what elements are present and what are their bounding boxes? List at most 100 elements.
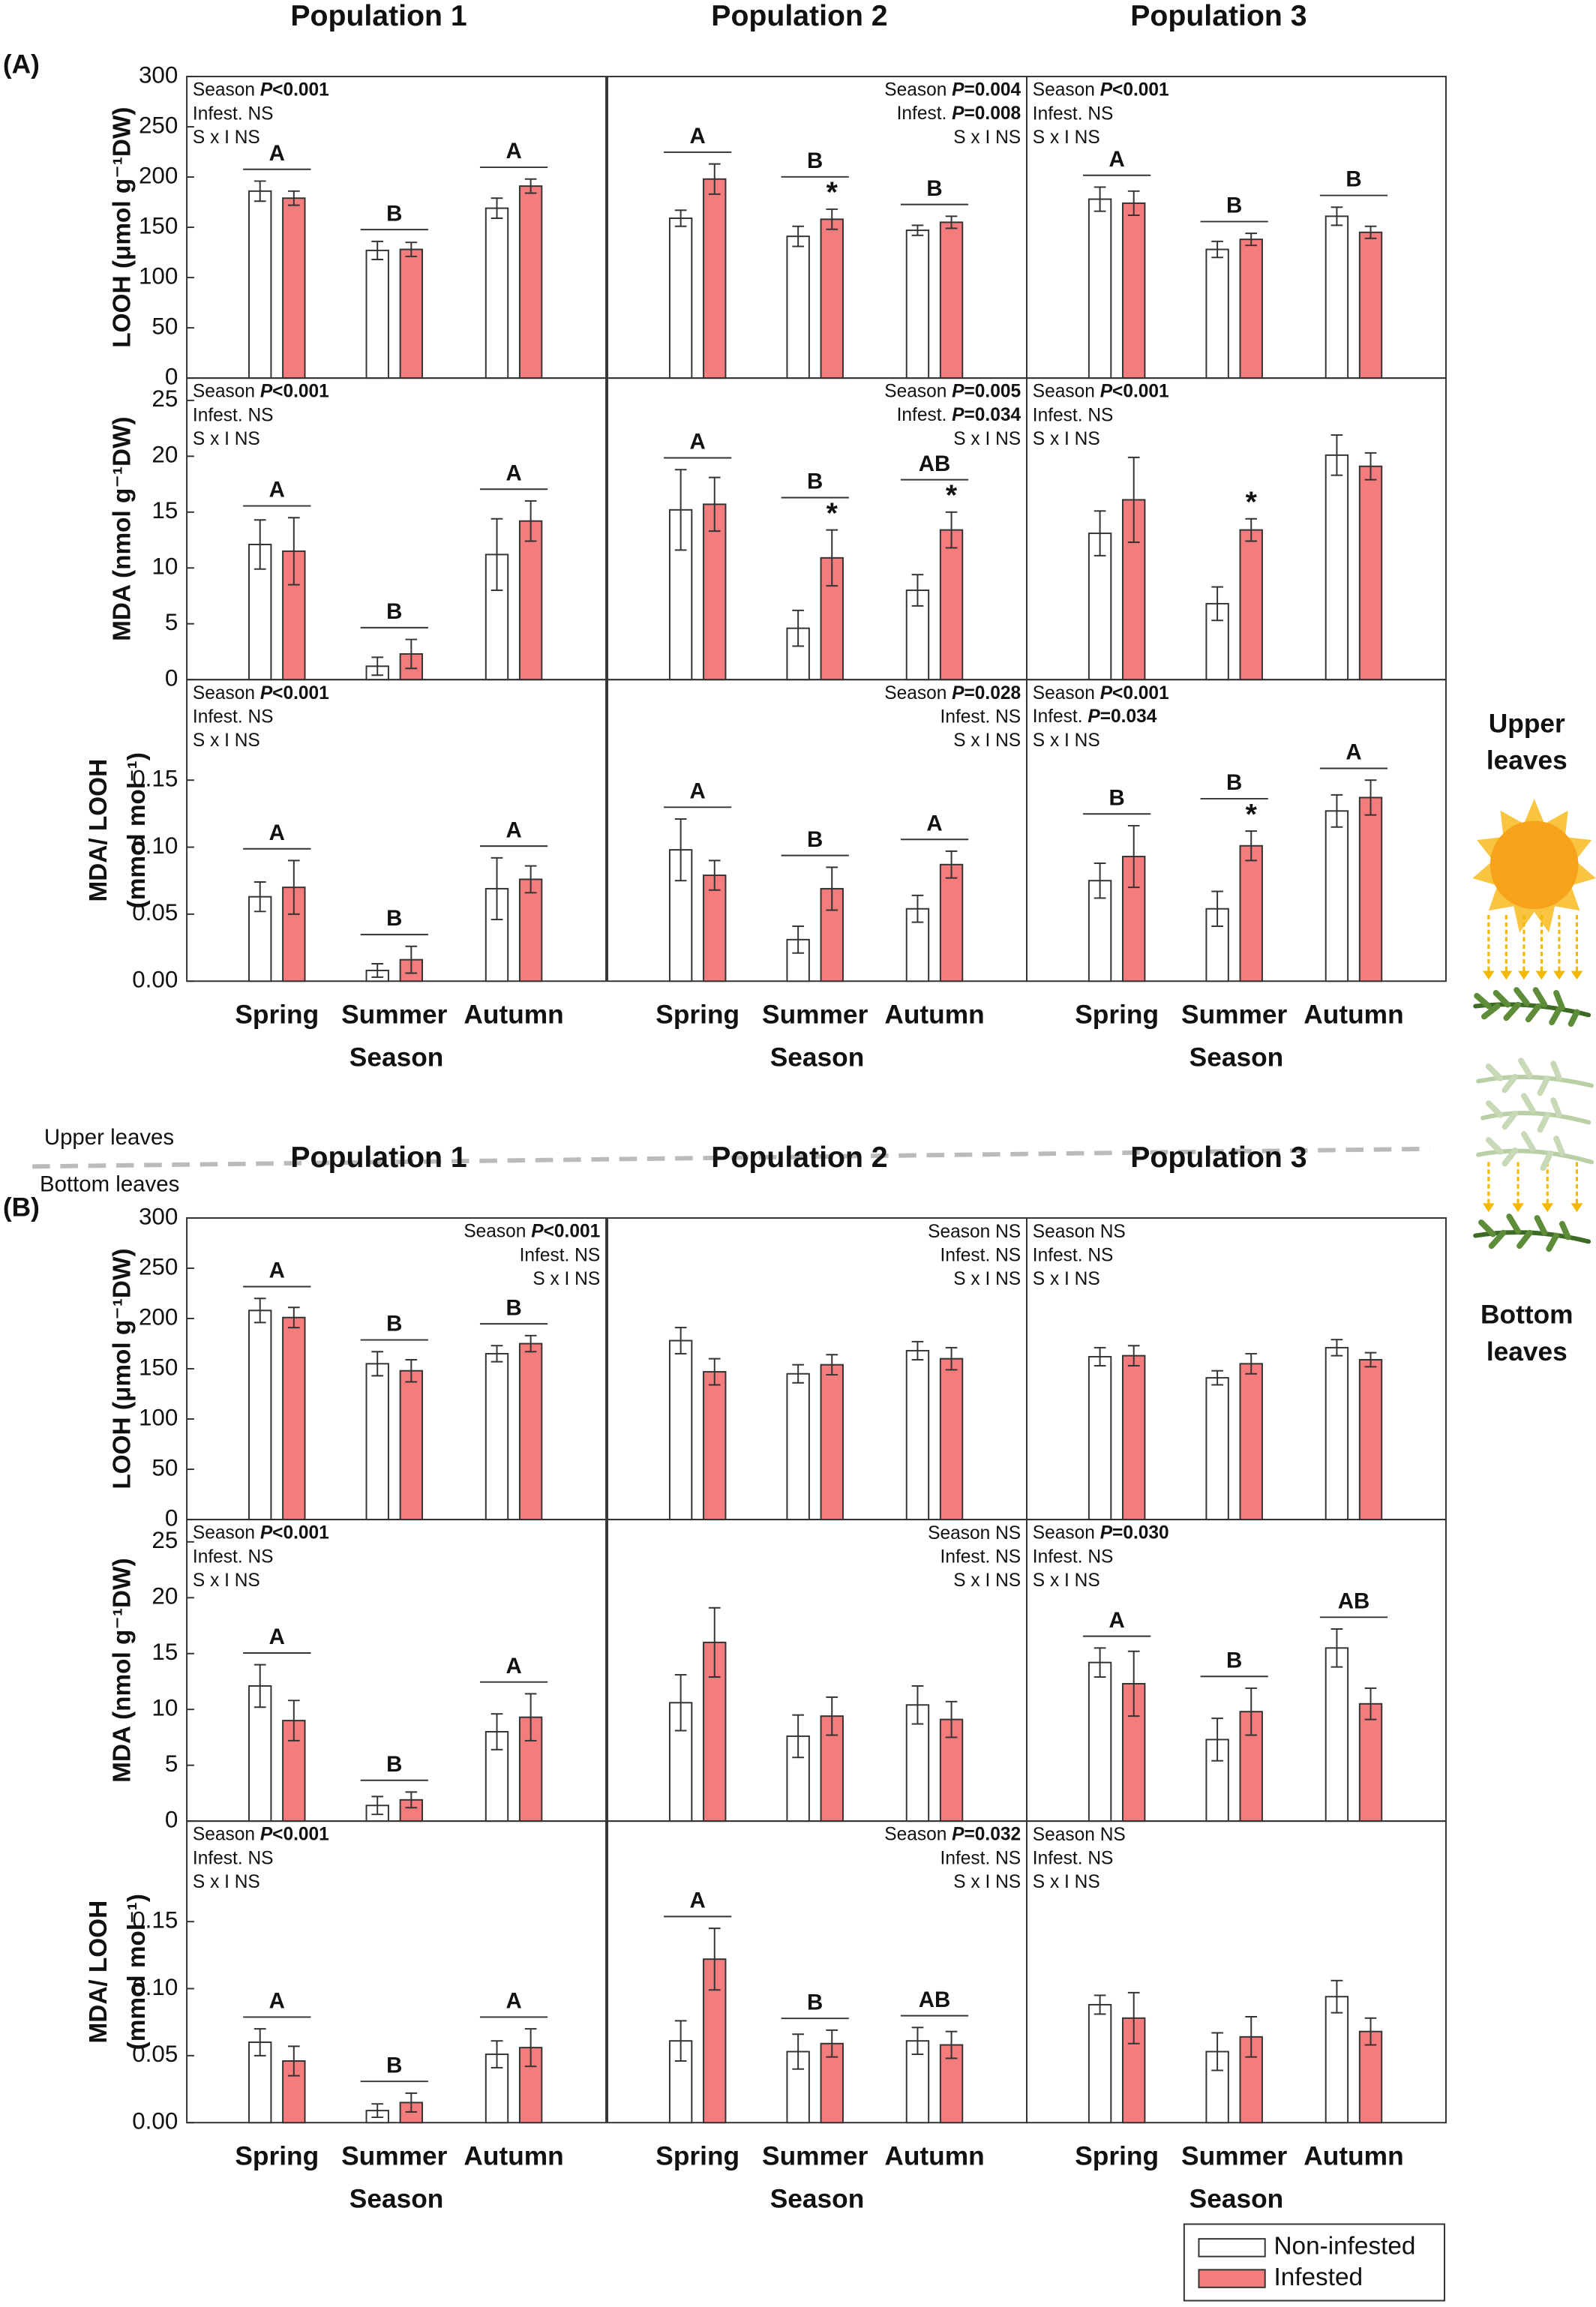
x-tick-label: Autumn — [884, 2142, 984, 2171]
error-bar — [674, 469, 687, 551]
divider-line — [32, 1146, 1430, 1169]
stats-text: Infest. NS — [193, 1849, 274, 1869]
divider-label: Upper leaves — [44, 1125, 174, 1150]
chart-title: Population 3 — [1130, 1141, 1306, 1174]
stats-text: Season P<0.001 — [193, 683, 329, 704]
error-bar — [1127, 1345, 1140, 1366]
group-letter: A — [269, 141, 285, 166]
stats-text: S x I NS — [193, 429, 260, 449]
error-bar — [911, 2026, 924, 2056]
group-letter: A — [506, 818, 521, 842]
error-bar — [490, 2040, 503, 2068]
y-tick-label: 200 — [139, 162, 178, 188]
error-bar — [945, 511, 958, 549]
error-bar — [708, 476, 721, 532]
error-bar — [1245, 830, 1258, 862]
side-label: Bottom — [1480, 1300, 1574, 1330]
divider-label: Bottom leaves — [40, 1172, 179, 1197]
error-bar — [674, 2020, 687, 2062]
y-tick-label: 300 — [139, 62, 178, 88]
stats-text: S x I NS — [1033, 730, 1100, 751]
error-bar — [287, 1306, 300, 1329]
group-letter: B — [386, 1752, 402, 1777]
side-label: leaves — [1486, 1337, 1568, 1366]
error-bar — [1094, 1994, 1106, 2015]
stats-text: Season P=0.028 — [884, 683, 1021, 704]
error-bar — [1330, 434, 1343, 476]
error-bar — [490, 518, 503, 592]
bar — [905, 230, 930, 380]
group-letter: A — [690, 124, 706, 148]
error-bar — [708, 1358, 721, 1386]
group-letter: A — [269, 820, 285, 845]
x-tick-label: Summer — [341, 1000, 448, 1030]
y-tick-label: 0.00 — [132, 967, 178, 993]
y-tick-label: 0.15 — [132, 765, 178, 791]
bar — [282, 197, 306, 380]
error-bar — [826, 208, 838, 230]
error-bar — [1211, 890, 1223, 927]
bar — [786, 236, 810, 380]
y-axis-label: LOOH (μmol g⁻¹DW) — [109, 106, 136, 347]
y-tick-label: 0.10 — [132, 832, 178, 859]
error-bar — [1245, 2016, 1258, 2058]
bar — [1239, 844, 1263, 982]
error-bar — [1127, 456, 1140, 543]
y-tick-label: 100 — [139, 262, 178, 289]
error-bar — [405, 945, 418, 974]
y-axis-label: MDA (nmol g⁻¹DW) — [109, 1558, 136, 1783]
group-letter: B — [1346, 167, 1361, 192]
stats-text: Season P=0.032 — [884, 1825, 1021, 1845]
stats-text: S x I NS — [1033, 1570, 1100, 1591]
stats-text: S x I NS — [953, 1872, 1021, 1892]
y-axis-label: MDA (nmol g⁻¹DW) — [109, 416, 136, 641]
group-letter: A — [269, 1624, 285, 1649]
bar — [1205, 248, 1229, 380]
error-bar — [1127, 1991, 1140, 2044]
error-bar — [405, 1358, 418, 1383]
stats-text: S x I NS — [193, 1570, 260, 1591]
error-bar — [254, 1298, 266, 1324]
error-bar — [1211, 1718, 1223, 1762]
group-letter: A — [690, 430, 706, 454]
error-bar — [1330, 206, 1343, 226]
bar — [1358, 231, 1383, 380]
y-tick-label: 0 — [165, 664, 178, 691]
x-tick-label: Summer — [762, 2142, 868, 2171]
stats-text: S x I NS — [193, 128, 260, 148]
error-bar — [524, 1334, 537, 1353]
chart-title: Population 2 — [711, 1141, 887, 1174]
bar — [939, 863, 964, 982]
bar — [1358, 465, 1383, 681]
error-bar — [1330, 794, 1343, 828]
error-bar — [1127, 190, 1140, 216]
group-letter: B — [1226, 194, 1242, 218]
stats-text: Infest. NS — [193, 707, 274, 728]
x-tick-label: Autumn — [1304, 2142, 1403, 2171]
stats-text: Season P=0.030 — [1033, 1523, 1169, 1544]
group-letter: A — [506, 460, 521, 485]
error-bar — [371, 963, 384, 978]
stats-text: Season P<0.001 — [193, 80, 329, 100]
error-bar — [792, 2033, 804, 2070]
bar — [1358, 1702, 1383, 1822]
stats-text: Infest. NS — [193, 406, 274, 426]
plot-frame — [1025, 1820, 1447, 2124]
x-tick-label: Summer — [762, 1000, 868, 1030]
side-label: leaves — [1486, 746, 1568, 775]
error-bar — [708, 1928, 721, 1991]
stats-text: S x I NS — [953, 429, 1021, 449]
y-tick-label: 15 — [152, 1639, 178, 1665]
error-bar — [524, 500, 537, 542]
bar — [1088, 198, 1112, 380]
bar — [668, 218, 693, 380]
significance-star: * — [1246, 798, 1258, 831]
group-letter: A — [926, 811, 942, 836]
y-tick-label: 25 — [152, 1527, 178, 1553]
error-bar — [524, 1693, 537, 1742]
error-bar — [371, 240, 384, 260]
stats-text: S x I NS — [953, 1570, 1021, 1591]
stats-text: Infest. NS — [1033, 1547, 1114, 1568]
significance-star: * — [826, 496, 838, 530]
